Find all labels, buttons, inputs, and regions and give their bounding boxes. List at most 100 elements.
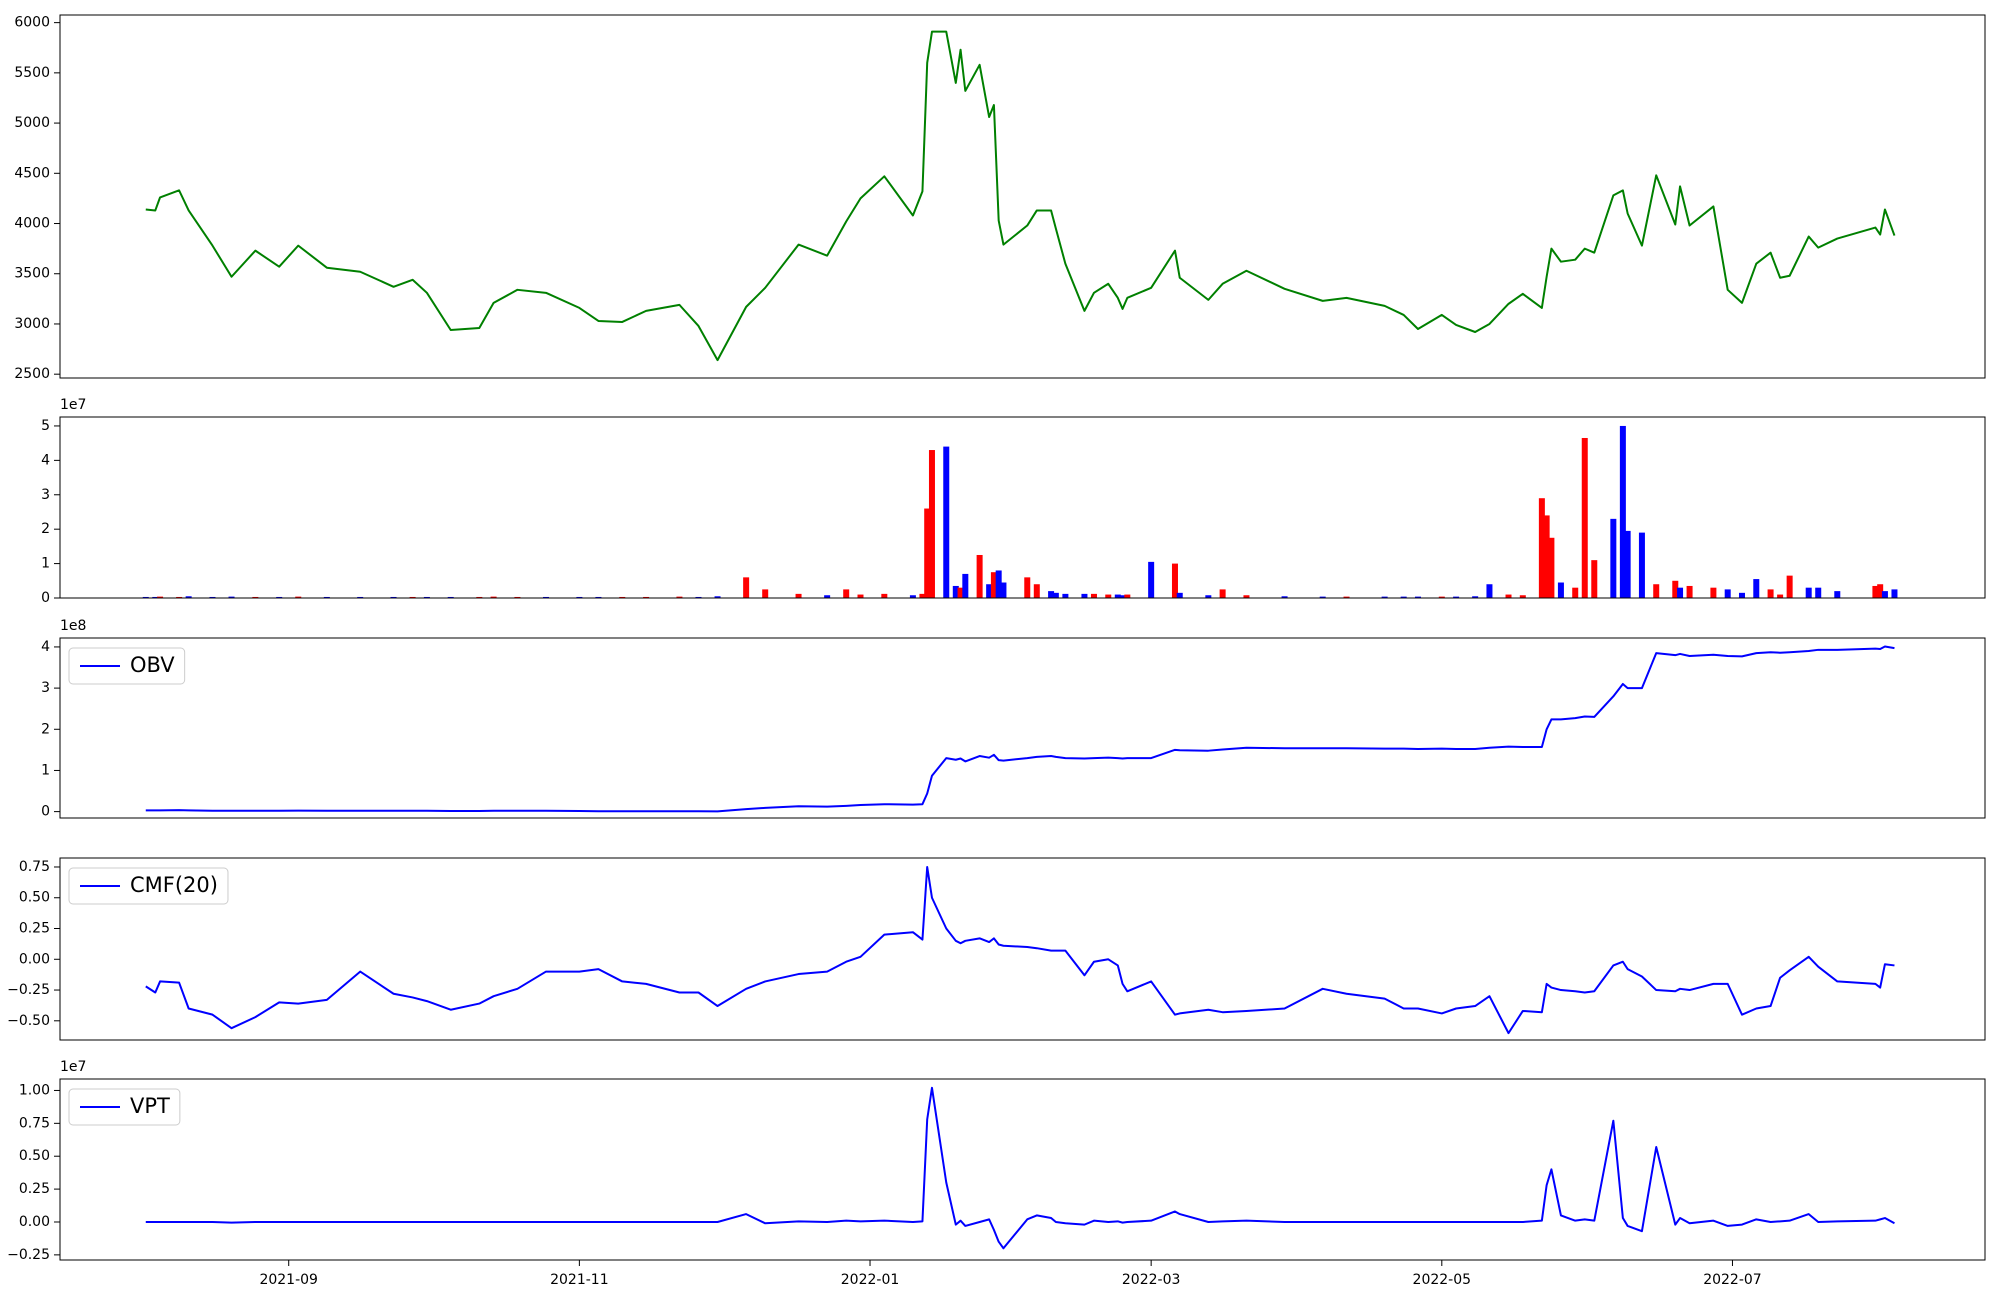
volume-bar — [1438, 596, 1445, 598]
volume-bar — [1048, 591, 1055, 598]
legend-box — [68, 867, 229, 905]
y-tick-label: 0 — [41, 804, 50, 820]
y-tick-label: 3000 — [14, 316, 50, 332]
y-tick-label: 4000 — [14, 216, 50, 232]
volume-bar — [1219, 589, 1226, 598]
x-tick-label: 2022-07 — [1703, 1272, 1762, 1288]
volume-bar — [1062, 593, 1069, 598]
plot-frame — [59, 637, 1986, 819]
volume-bar — [447, 596, 454, 598]
y-tick-label: 3500 — [14, 266, 50, 282]
y-tick-label: 2500 — [14, 366, 50, 382]
y-tick-label: 0.50 — [19, 1148, 50, 1164]
volume-bar — [919, 593, 926, 598]
y-tick-label: 1 — [41, 762, 50, 778]
y-tick-label: 5 — [41, 418, 50, 434]
volume-bar — [1176, 592, 1183, 598]
volume-bar — [619, 596, 626, 598]
y-tick-label: 5500 — [14, 65, 50, 81]
volume-bar — [142, 596, 149, 598]
y-tick-label: 4 — [41, 452, 50, 468]
y-tick-label: 2 — [41, 521, 50, 537]
panel: −0.50 −0.25 0.00 0.25 0.50 0.75 CMF(20) — [7, 857, 1986, 1041]
volume-bar — [995, 570, 1002, 598]
volume-bar — [1891, 589, 1898, 598]
volume-bar — [1381, 596, 1388, 598]
volume-bar — [1710, 587, 1717, 598]
y-tick-label: 0.25 — [19, 921, 50, 937]
y-tick-label: 3 — [41, 680, 50, 696]
y-tick-label: 0.75 — [19, 859, 50, 875]
volume-bar — [576, 596, 583, 598]
volume-bar — [323, 596, 330, 598]
volume-bar — [1786, 575, 1793, 598]
volume-bar — [924, 508, 931, 598]
y-tick-label: −0.25 — [7, 1247, 50, 1263]
volume-bar — [1753, 579, 1760, 598]
volume-bar — [1581, 437, 1588, 598]
volume-bar — [990, 572, 997, 598]
volume-bar — [1414, 596, 1421, 598]
volume-bar — [1119, 595, 1126, 598]
plot-frame — [59, 416, 1986, 599]
volume-bar — [976, 554, 983, 598]
volume-bar — [1557, 582, 1564, 598]
volume-bar — [795, 593, 802, 598]
volume-bar — [1505, 594, 1512, 598]
volume-bar — [1171, 563, 1178, 598]
volume-bar — [1000, 582, 1007, 598]
volume-bar — [1205, 595, 1212, 598]
volume-bar — [357, 596, 364, 598]
volume-bar — [962, 573, 969, 598]
data-line — [145, 30, 1896, 362]
y-tick-label: −0.50 — [7, 1013, 50, 1029]
y-tick-label: 0.00 — [19, 1214, 50, 1230]
y-tick-label: 0.25 — [19, 1181, 50, 1197]
volume-bar — [1105, 594, 1112, 598]
volume-bar — [957, 587, 964, 598]
y-tick-label: 5000 — [14, 115, 50, 131]
volume-bar — [743, 577, 750, 598]
legend-label: VPT — [130, 1094, 170, 1118]
volume-bar — [1548, 537, 1555, 598]
volume-bar — [1815, 587, 1822, 598]
legend-label: OBV — [130, 653, 175, 677]
x-tick-label: 2021-11 — [550, 1272, 609, 1288]
volume-bar — [1519, 595, 1526, 598]
x-tick-label: 2022-01 — [841, 1272, 900, 1288]
volume-bar — [1624, 530, 1631, 598]
data-line — [145, 645, 1895, 813]
x-tick-label: 2021-09 — [259, 1272, 318, 1288]
y-tick-label: 0 — [41, 590, 50, 606]
volume-bar — [1081, 593, 1088, 598]
volume-bar — [1453, 596, 1460, 598]
volume-bar — [643, 596, 650, 598]
volume-bar — [986, 584, 993, 598]
volume-bar — [1619, 425, 1626, 598]
volume-bar — [1486, 584, 1493, 598]
volume-bar — [881, 593, 888, 598]
volume-bar — [1672, 580, 1679, 598]
data-line — [145, 865, 1895, 1035]
volume-bar — [695, 596, 702, 598]
volume-bar — [1653, 584, 1660, 598]
volume-bar — [1686, 585, 1693, 598]
volume-bar — [1572, 587, 1579, 598]
y-tick-label: −0.25 — [7, 982, 50, 998]
plot-frame — [59, 14, 1986, 379]
volume-bar — [1472, 596, 1479, 598]
volume-bar — [252, 596, 259, 598]
panel: 0 1 2 3 4 5 1e7 — [41, 397, 1986, 606]
y-tick-label: 4500 — [14, 165, 50, 181]
volume-bar — [943, 446, 950, 598]
y-tick-label: 1 — [41, 556, 50, 572]
volume-bar — [1024, 577, 1031, 598]
volume-bar — [1881, 591, 1888, 598]
axis-offset-label: 1e7 — [60, 397, 86, 413]
y-tick-label: 0.50 — [19, 890, 50, 906]
volume-bar — [1148, 561, 1155, 598]
volume-bar — [1872, 585, 1879, 598]
volume-bar — [1281, 596, 1288, 598]
